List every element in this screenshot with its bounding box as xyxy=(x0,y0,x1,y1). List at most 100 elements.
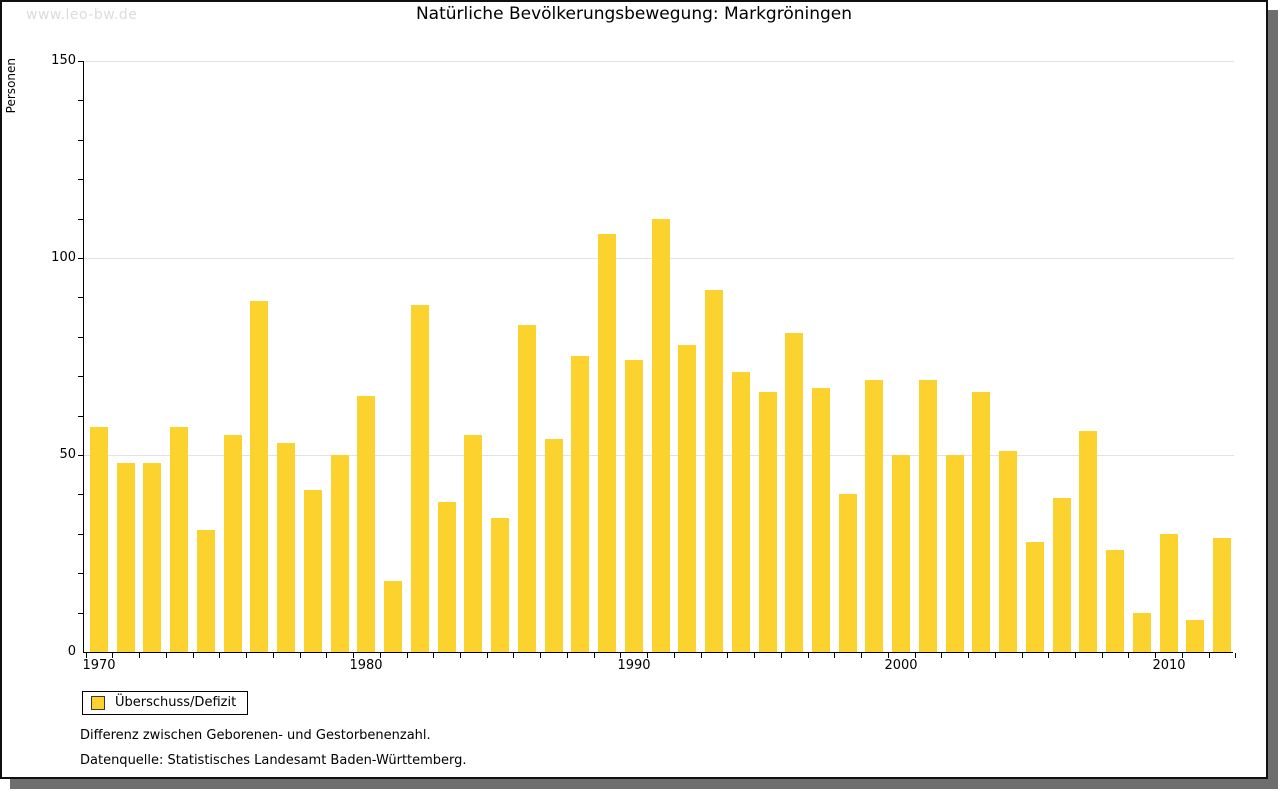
x-tick-label-1980: 1980 xyxy=(349,658,383,673)
bar-1973 xyxy=(170,427,188,652)
x-tick xyxy=(433,653,434,658)
bar-1997 xyxy=(812,388,830,652)
y-tick-label: 50 xyxy=(59,447,76,462)
bar-1975 xyxy=(224,435,242,652)
x-tick xyxy=(326,653,327,658)
bar-1986 xyxy=(518,325,536,652)
x-tick xyxy=(1048,653,1049,658)
bar-2008 xyxy=(1106,550,1124,652)
bar-1999 xyxy=(865,380,883,652)
x-tick xyxy=(273,653,274,658)
plot-area xyxy=(83,61,1233,652)
bar-1977 xyxy=(277,443,295,652)
bar-1981 xyxy=(384,581,402,652)
y-tick xyxy=(78,179,83,180)
x-tick xyxy=(1209,653,1210,658)
x-tick-label-1990: 1990 xyxy=(617,658,651,673)
x-tick xyxy=(380,653,381,658)
legend-label: Überschuss/Defizit xyxy=(115,695,237,710)
x-tick xyxy=(727,653,728,658)
bar-1993 xyxy=(705,290,723,652)
x-tick xyxy=(112,653,113,658)
bar-2001 xyxy=(919,380,937,652)
bar-2005 xyxy=(1026,542,1044,652)
x-tick xyxy=(754,653,755,658)
x-tick xyxy=(166,653,167,658)
bar-1998 xyxy=(839,494,857,652)
y-tick xyxy=(78,297,83,298)
x-tick xyxy=(781,653,782,658)
footnote-description: Differenz zwischen Geborenen- und Gestor… xyxy=(80,728,431,743)
bar-1974 xyxy=(197,530,215,652)
bar-1990 xyxy=(625,360,643,652)
x-tick xyxy=(1022,653,1023,658)
x-tick xyxy=(1102,653,1103,658)
x-tick xyxy=(540,653,541,658)
y-tick xyxy=(78,573,83,574)
bar-1989 xyxy=(598,234,616,652)
x-tick xyxy=(620,653,621,658)
bar-1980 xyxy=(357,396,375,652)
bar-2002 xyxy=(946,455,964,652)
bar-2004 xyxy=(999,451,1017,652)
x-tick xyxy=(941,653,942,658)
bar-1984 xyxy=(464,435,482,652)
x-tick xyxy=(701,653,702,658)
bar-1983 xyxy=(438,502,456,652)
y-tick-label: 100 xyxy=(51,250,76,265)
watermark: www.leo-bw.de xyxy=(26,7,138,23)
x-tick xyxy=(1075,653,1076,658)
bar-2000 xyxy=(892,455,910,652)
bar-2009 xyxy=(1133,613,1151,652)
x-tick xyxy=(674,653,675,658)
footnote-source: Datenquelle: Statistisches Landesamt Bad… xyxy=(80,753,467,768)
y-tick xyxy=(78,61,83,62)
y-tick xyxy=(78,140,83,141)
legend-swatch xyxy=(91,696,105,710)
x-tick xyxy=(219,653,220,658)
x-tick xyxy=(407,653,408,658)
x-tick xyxy=(86,653,87,658)
x-tick xyxy=(915,653,916,658)
x-tick-label-2010: 2010 xyxy=(1152,658,1186,673)
chart-canvas: www.leo-bw.de Natürliche Bevölkerungsbew… xyxy=(0,0,1268,779)
bar-1979 xyxy=(331,455,349,652)
bar-1988 xyxy=(571,356,589,652)
bar-1982 xyxy=(411,305,429,652)
x-tick xyxy=(513,653,514,658)
bar-1972 xyxy=(143,463,161,652)
x-tick xyxy=(193,653,194,658)
y-tick-label: 0 xyxy=(67,644,76,659)
x-tick xyxy=(995,653,996,658)
y-tick xyxy=(78,534,83,535)
bar-1978 xyxy=(304,490,322,652)
x-tick xyxy=(300,653,301,658)
y-tick xyxy=(78,613,83,614)
bar-1976 xyxy=(250,301,268,652)
bar-2010 xyxy=(1160,534,1178,652)
x-tick xyxy=(567,653,568,658)
x-tick xyxy=(353,653,354,658)
bar-1970 xyxy=(90,427,108,652)
x-axis-line xyxy=(83,652,1233,653)
bar-2012 xyxy=(1213,538,1231,652)
y-tick xyxy=(78,416,83,417)
bar-1992 xyxy=(678,345,696,652)
bar-2003 xyxy=(972,392,990,652)
x-tick xyxy=(460,653,461,658)
y-tick xyxy=(78,219,83,220)
bar-2007 xyxy=(1079,431,1097,652)
bar-2006 xyxy=(1053,498,1071,652)
x-tick-label-1970: 1970 xyxy=(82,658,116,673)
bar-1994 xyxy=(732,372,750,652)
x-tick xyxy=(888,653,889,658)
y-axis-label: Personen xyxy=(4,58,18,114)
x-tick xyxy=(861,653,862,658)
legend: Überschuss/Defizit xyxy=(82,691,248,715)
bar-1996 xyxy=(785,333,803,652)
y-tick xyxy=(78,494,83,495)
y-tick xyxy=(78,258,83,259)
y-tick-label: 150 xyxy=(51,53,76,68)
x-tick xyxy=(246,653,247,658)
gridline-150 xyxy=(84,61,1234,62)
